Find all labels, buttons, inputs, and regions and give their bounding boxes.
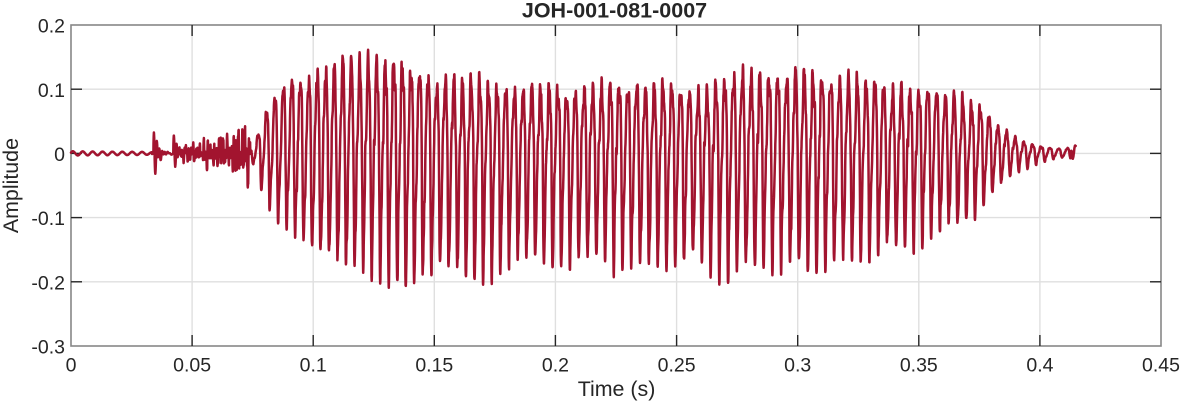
svg-text:0.35: 0.35: [900, 355, 938, 377]
svg-text:0.2: 0.2: [542, 355, 569, 377]
svg-text:0.05: 0.05: [173, 355, 211, 377]
svg-text:0.3: 0.3: [784, 355, 811, 377]
svg-text:0.1: 0.1: [300, 355, 327, 377]
svg-text:0.2: 0.2: [38, 16, 65, 38]
svg-text:0: 0: [54, 144, 65, 166]
svg-text:0.15: 0.15: [415, 355, 453, 377]
svg-text:0.45: 0.45: [1142, 355, 1180, 377]
svg-text:-0.2: -0.2: [31, 272, 65, 294]
svg-text:-0.1: -0.1: [31, 208, 65, 230]
svg-text:0.1: 0.1: [38, 80, 65, 102]
svg-text:0.4: 0.4: [1026, 355, 1053, 377]
svg-text:Time (s): Time (s): [578, 377, 656, 401]
svg-text:Amplitude: Amplitude: [0, 138, 23, 233]
svg-text:-0.3: -0.3: [31, 337, 65, 359]
svg-text:0: 0: [66, 355, 77, 377]
svg-text:JOH-001-081-0007: JOH-001-081-0007: [522, 0, 707, 22]
svg-text:0.25: 0.25: [658, 355, 696, 377]
